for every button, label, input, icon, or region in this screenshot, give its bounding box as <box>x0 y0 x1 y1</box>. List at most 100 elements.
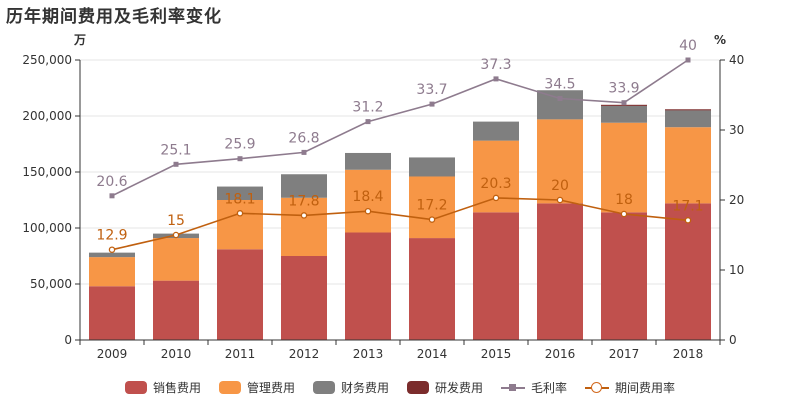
y-left-tick-label: 100,000 <box>22 221 72 235</box>
bar-admin-2018 <box>665 127 711 204</box>
legend-swatch-rnd <box>407 380 429 394</box>
point-gross-2014 <box>429 101 435 107</box>
point-gross-2018 <box>685 57 691 63</box>
data-label-period-2016: 20 <box>551 178 569 194</box>
legend-label-finance: 财务费用 <box>340 380 389 395</box>
y-left-tick-label: 0 <box>64 333 72 347</box>
bar-finance-2017 <box>601 105 647 123</box>
bar-sales-2016 <box>537 203 583 340</box>
legend-marker-gross-margin <box>501 381 526 394</box>
legend-label-period-expense-rate: 期间费用率 <box>615 380 676 395</box>
bar-admin-2013 <box>345 169 391 233</box>
data-label-period-2014: 17.2 <box>416 198 447 214</box>
data-label-period-2018: 17.1 <box>672 198 703 214</box>
data-label-gross-2010: 25.1 <box>160 142 191 158</box>
data-label-period-2010: 15 <box>167 213 185 229</box>
bar-finance-2012 <box>281 174 327 198</box>
data-label-gross-2014: 33.7 <box>416 82 447 98</box>
bar-rnd-2017 <box>601 104 647 106</box>
x-tick-label: 2018 <box>673 347 704 361</box>
point-period-2013 <box>364 207 372 215</box>
x-tick-label: 2015 <box>481 347 512 361</box>
x-tick-label: 2012 <box>289 347 320 361</box>
point-period-2012 <box>300 212 308 219</box>
bar-sales-2012 <box>281 256 327 340</box>
point-period-2010 <box>172 231 180 239</box>
legend-swatch-sales <box>124 380 147 394</box>
legend-item-period-expense-rate[interactable]: 期间费用率 <box>585 379 675 396</box>
bar-sales-2010 <box>153 280 199 340</box>
bar-sales-2009 <box>89 286 135 340</box>
point-period-2009 <box>108 246 116 253</box>
y-left-tick-label: 250,000 <box>22 53 72 67</box>
legend-item-finance[interactable]: 财务费用 <box>312 379 389 396</box>
data-label-period-2009: 12.9 <box>96 228 127 244</box>
point-gross-2017 <box>621 100 627 106</box>
data-label-gross-2009: 20.6 <box>96 174 127 190</box>
y-left-tick-label: 150,000 <box>22 165 72 179</box>
legend-item-admin[interactable]: 管理费用 <box>218 379 295 396</box>
point-period-2017 <box>620 210 628 218</box>
point-period-2015 <box>492 194 500 202</box>
x-tick-label: 2011 <box>225 347 256 361</box>
bar-admin-2011 <box>217 200 263 250</box>
point-period-2011 <box>236 210 244 217</box>
bar-sales-2017 <box>601 212 647 340</box>
legend-item-sales[interactable]: 销售费用 <box>124 379 201 396</box>
x-tick-label: 2009 <box>97 347 128 361</box>
y-left-unit: 万 <box>73 33 86 47</box>
legend-item-gross-margin[interactable]: 毛利率 <box>501 379 567 396</box>
data-label-gross-2016: 34.5 <box>544 77 575 93</box>
point-gross-2009 <box>109 193 115 199</box>
x-tick-label: 2014 <box>417 347 448 361</box>
data-label-period-2017: 18 <box>615 192 633 208</box>
y-right-tick-label: 20 <box>729 193 744 207</box>
x-tick-label: 2013 <box>353 347 384 361</box>
y-left-tick-label: 200,000 <box>22 109 72 123</box>
legend-label-admin: 管理费用 <box>246 380 295 395</box>
bar-admin-2016 <box>537 119 583 204</box>
bar-admin-2017 <box>601 122 647 213</box>
point-period-2016 <box>556 196 564 204</box>
bar-sales-2015 <box>473 212 519 340</box>
bar-finance-2009 <box>89 252 135 258</box>
bar-sales-2014 <box>409 238 455 340</box>
point-gross-2010 <box>173 161 179 167</box>
x-tick-label: 2010 <box>161 347 192 361</box>
legend-label-gross-margin: 毛利率 <box>531 380 568 395</box>
bar-finance-2015 <box>473 121 519 141</box>
bar-sales-2018 <box>665 203 711 340</box>
point-gross-2011 <box>237 156 243 162</box>
line-gross <box>111 59 689 197</box>
x-tick-label: 2017 <box>609 347 640 361</box>
data-label-period-2015: 20.3 <box>480 176 511 192</box>
y-right-tick-label: 10 <box>729 263 744 277</box>
legend-label-rnd: 研发费用 <box>435 380 484 395</box>
legend-item-rnd[interactable]: 研发费用 <box>407 379 483 396</box>
bar-admin-2010 <box>153 238 199 281</box>
bar-finance-2014 <box>409 157 455 177</box>
y-right-tick-label: 0 <box>729 333 737 347</box>
chart-title: 历年期间费用及毛利率变化 <box>6 7 222 27</box>
y-right-unit: % <box>714 33 726 47</box>
data-label-gross-2015: 37.3 <box>480 57 511 73</box>
bar-finance-2016 <box>537 90 583 120</box>
line-period <box>111 197 689 251</box>
bar-admin-2014 <box>409 176 455 239</box>
legend-swatch-finance <box>312 380 335 394</box>
legend-swatch-admin <box>218 380 241 394</box>
point-period-2014 <box>428 216 436 223</box>
bar-finance-2018 <box>665 110 711 128</box>
point-period-2018 <box>684 217 692 224</box>
data-label-gross-2013: 31.2 <box>352 100 383 116</box>
point-gross-2012 <box>301 149 307 155</box>
point-gross-2013 <box>365 119 371 125</box>
bar-rnd-2018 <box>665 109 711 111</box>
chart-canvas: 0 50,000 100,000 150,000 200,000 250,000 0 10 20… <box>22 33 744 361</box>
data-label-period-2012: 17.8 <box>288 193 319 209</box>
bar-sales-2013 <box>345 232 391 340</box>
data-label-period-2011: 18.1 <box>224 191 255 207</box>
legend-label-sales: 销售费用 <box>152 380 201 395</box>
y-right-tick-label: 40 <box>729 53 744 67</box>
data-label-gross-2012: 26.8 <box>288 130 319 146</box>
